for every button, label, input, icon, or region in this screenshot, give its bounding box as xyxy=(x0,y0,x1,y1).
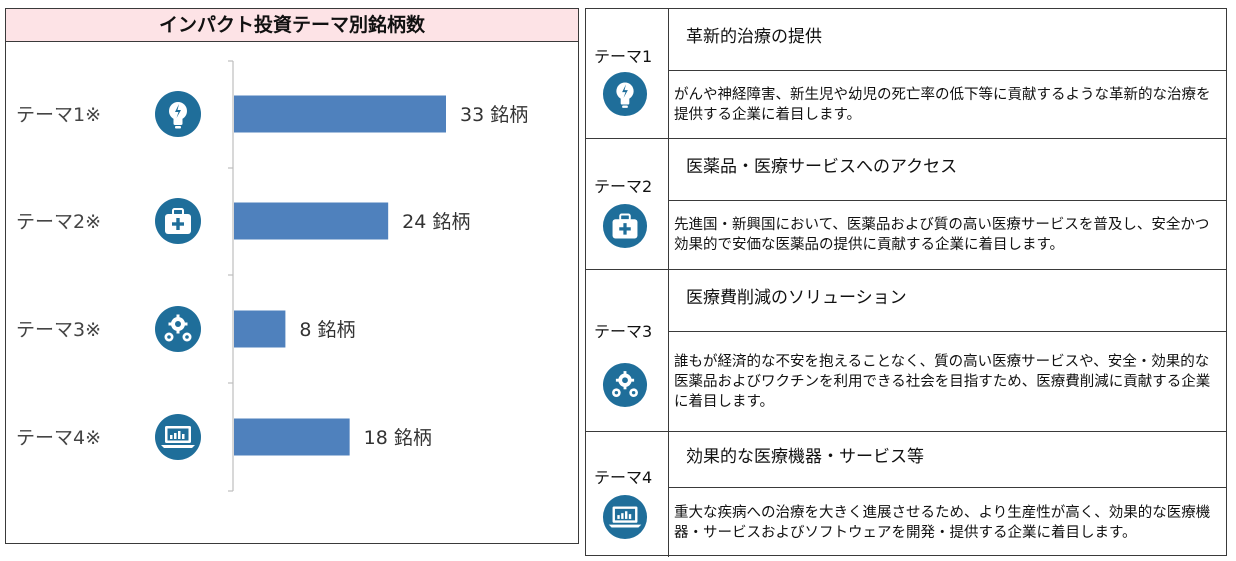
lightbulb-icon xyxy=(602,71,648,117)
theme-label: テーマ4 xyxy=(594,468,653,487)
category-label: テーマ4※ xyxy=(16,427,101,449)
value-label: 24 銘柄 xyxy=(402,211,470,233)
theme-label: テーマ1 xyxy=(594,47,653,66)
theme-heading: 医薬品・医療サービスへのアクセス xyxy=(669,139,1226,201)
chart-panel: インパクト投資テーマ別銘柄数 テーマ1※ 33 銘柄 テーマ2※ 24 銘柄 テーマ… xyxy=(5,8,579,544)
medical-kit-icon xyxy=(155,198,201,244)
value-label: 18 銘柄 xyxy=(364,427,432,449)
laptop-chart-icon xyxy=(155,414,201,460)
theme-description: がんや神経障害、新生児や幼児の死亡率の低下等に貢献するような革新的な治療を提供す… xyxy=(669,71,1226,138)
theme-description: 重大な疾病への治療を大きく進展させるため、より生産性が高く、効果的な医療機器・サ… xyxy=(669,488,1226,557)
theme-row: テーマ3 医療費削減のソリューション誰もが経済的な不安を抱えることなく、質の高い… xyxy=(586,269,1226,431)
laptop-chart-icon xyxy=(602,494,648,540)
theme-row: テーマ2 医薬品・医療サービスへのアクセス先進国・新興国において、医薬品および質… xyxy=(586,138,1226,269)
theme-row: テーマ4 効果的な医療機器・サービス等重大な疾病への治療を大きく進展させるため、… xyxy=(586,431,1226,557)
gears-icon xyxy=(602,362,648,408)
theme-row: テーマ1 革新的治療の提供がんや神経障害、新生児や幼児の死亡率の低下等に貢献する… xyxy=(586,9,1226,138)
value-label: 8 銘柄 xyxy=(299,319,355,341)
bar xyxy=(234,202,389,240)
category-label: テーマ1※ xyxy=(16,104,101,126)
category-label: テーマ3※ xyxy=(16,319,101,341)
theme-label: テーマ3 xyxy=(594,322,653,341)
gears-icon xyxy=(155,306,201,352)
category-label: テーマ2※ xyxy=(16,211,101,233)
bar xyxy=(234,95,446,133)
theme-description-text: 先進国・新興国において、医薬品および質の高い医療サービスを普及し、安全かつ効果的… xyxy=(674,217,1210,253)
lightbulb-icon xyxy=(155,91,201,137)
theme-description-text: 誰もが経済的な不安を抱えることなく、質の高い医療サービスや、安全・効果的な医薬品… xyxy=(674,353,1211,410)
theme-label-cell: テーマ4 xyxy=(586,432,669,557)
theme-label-cell: テーマ3 xyxy=(586,270,669,431)
bar xyxy=(234,310,286,348)
medical-kit-icon xyxy=(602,203,648,249)
theme-description: 先進国・新興国において、医薬品および質の高い医療サービスを普及し、安全かつ効果的… xyxy=(669,201,1226,269)
bar xyxy=(234,418,350,456)
theme-heading: 医療費削減のソリューション xyxy=(669,270,1226,332)
theme-label-cell: テーマ2 xyxy=(586,139,669,269)
theme-label: テーマ2 xyxy=(594,177,653,196)
theme-heading: 革新的治療の提供 xyxy=(669,9,1226,71)
theme-label-cell: テーマ1 xyxy=(586,9,669,138)
value-label: 33 銘柄 xyxy=(460,104,528,126)
theme-description-text: がんや神経障害、新生児や幼児の死亡率の低下等に貢献するような革新的な治療を提供す… xyxy=(674,86,1211,123)
chart-title: インパクト投資テーマ別銘柄数 xyxy=(6,9,578,42)
theme-table: テーマ1 革新的治療の提供がんや神経障害、新生児や幼児の死亡率の低下等に貢献する… xyxy=(585,8,1227,557)
theme-description: 誰もが経済的な不安を抱えることなく、質の高い医療サービスや、安全・効果的な医薬品… xyxy=(669,332,1226,431)
theme-heading: 効果的な医療機器・サービス等 xyxy=(669,432,1226,488)
theme-description-text: 重大な疾病への治療を大きく進展させるため、より生産性が高く、効果的な医療機器・サ… xyxy=(674,504,1211,541)
